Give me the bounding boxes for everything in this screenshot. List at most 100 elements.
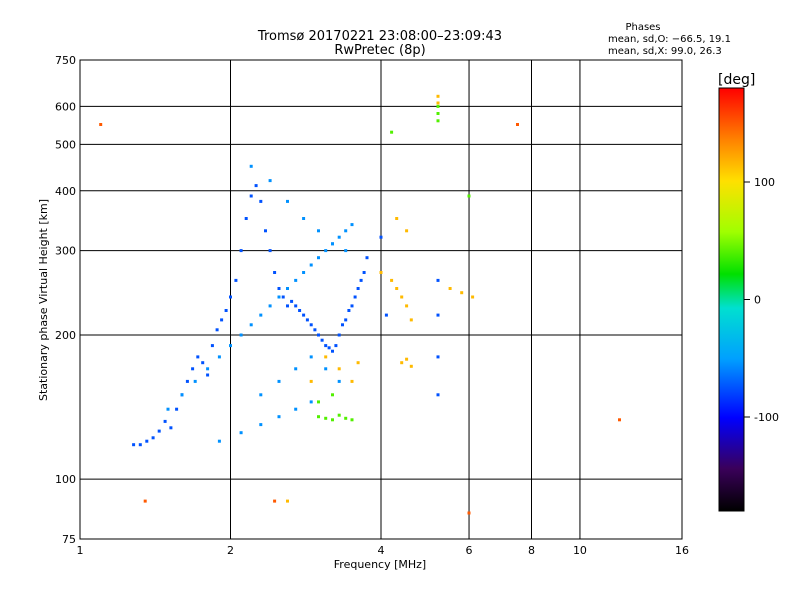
x-tick-label-6: 6 <box>466 544 473 557</box>
point-O-49 <box>353 295 357 299</box>
phases-o-stats: mean, sd,O: −66.5, 19.1 <box>608 34 731 45</box>
point-O-18 <box>229 295 232 299</box>
x-tick-label-1: 1 <box>77 544 84 557</box>
point-O-scatter-18 <box>337 235 341 239</box>
point-O-scatter-29 <box>277 379 281 383</box>
point-O-25 <box>264 229 267 233</box>
point-O-26 <box>268 249 272 253</box>
point-O-scatter-24 <box>302 217 306 220</box>
point-O-39 <box>320 338 324 342</box>
point-O-58 <box>436 355 440 359</box>
point-O-scatter-32 <box>324 367 328 371</box>
point-other-9 <box>390 130 394 134</box>
y-tick-label-75: 75 <box>62 533 76 546</box>
point-outliers-3 <box>143 499 147 503</box>
point-O-scatter-14 <box>309 263 313 267</box>
point-outliers-4 <box>273 499 277 503</box>
y-tick-label-400: 400 <box>55 185 76 198</box>
point-O-scatter-38 <box>294 407 298 411</box>
y-axis-label: Stationary phase Virtual Height [km] <box>37 199 50 401</box>
point-X-8 <box>395 287 399 290</box>
point-O-14 <box>210 344 214 348</box>
point-O-scatter-9 <box>268 304 272 308</box>
point-O-19 <box>234 278 238 282</box>
point-O-36 <box>309 323 313 327</box>
point-O-scatter-20 <box>350 223 354 227</box>
point-O-6 <box>169 426 173 430</box>
point-O-54 <box>379 235 383 239</box>
point-O-scatter-11 <box>286 287 289 290</box>
point-O-scatter-21 <box>249 164 253 168</box>
point-O-3 <box>151 436 155 440</box>
phases-x-stats: mean, sd,X: 99.0, 26.3 <box>608 46 722 57</box>
point-O-scatter-30 <box>294 367 298 371</box>
y-tick-label-200: 200 <box>55 329 76 342</box>
point-O-scatter-2 <box>193 379 197 383</box>
point-other-1 <box>324 416 328 420</box>
point-O-scatter-36 <box>259 423 263 427</box>
point-X-18 <box>436 101 440 105</box>
point-X-4 <box>350 379 354 383</box>
x-tick-label-2: 2 <box>227 544 234 557</box>
point-outliers-2 <box>618 418 621 422</box>
point-O-47 <box>347 309 351 312</box>
point-O-scatter-33 <box>337 379 341 383</box>
point-other-8 <box>436 119 440 123</box>
point-X-21 <box>409 364 413 368</box>
point-X-16 <box>471 295 475 299</box>
point-O-32 <box>294 304 298 308</box>
point-O-12 <box>201 361 205 365</box>
colorbar <box>718 87 745 512</box>
point-X-13 <box>405 229 409 233</box>
point-O-scatter-22 <box>268 179 272 183</box>
x-tick-label-10: 10 <box>573 544 587 557</box>
point-other-10 <box>467 194 471 198</box>
point-X-15 <box>460 291 464 295</box>
point-O-scatter-5 <box>229 344 232 348</box>
point-O-scatter-10 <box>277 295 281 299</box>
y-tick-label-600: 600 <box>55 100 76 113</box>
point-X-9 <box>400 295 404 299</box>
point-O-scatter-34 <box>217 439 221 443</box>
point-O-33 <box>298 309 302 312</box>
point-other-7 <box>436 112 440 115</box>
point-other-11 <box>317 400 320 404</box>
point-other-0 <box>317 415 320 419</box>
point-O-10 <box>191 367 195 371</box>
point-O-scatter-6 <box>239 333 243 337</box>
point-O-17 <box>224 309 228 312</box>
x-tick-label-4: 4 <box>378 544 385 557</box>
point-X-12 <box>395 217 399 220</box>
point-O-15 <box>215 328 219 332</box>
grid-lines <box>80 60 682 539</box>
point-O-22 <box>249 194 253 198</box>
point-X-14 <box>448 287 452 290</box>
point-O-51 <box>359 278 363 282</box>
point-O-scatter-7 <box>249 323 253 327</box>
point-O-scatter-1 <box>180 393 184 397</box>
point-other-12 <box>331 393 334 397</box>
point-X-5 <box>356 361 360 365</box>
point-O-56 <box>436 278 440 282</box>
point-O-5 <box>163 419 167 423</box>
y-tick-label-100: 100 <box>55 473 76 486</box>
point-O-scatter-12 <box>294 278 298 282</box>
point-O-34 <box>302 313 306 317</box>
phases-title: Phases <box>625 22 660 33</box>
point-O-41 <box>327 346 331 350</box>
point-O-scatter-8 <box>259 313 263 317</box>
point-O-40 <box>324 344 328 348</box>
point-O-27 <box>273 271 277 274</box>
point-O-scatter-19 <box>344 229 348 233</box>
point-other-6 <box>436 104 440 108</box>
point-X-20 <box>405 357 409 361</box>
point-O-20 <box>239 249 243 253</box>
point-X-19 <box>400 361 404 365</box>
colorbar-ticks: 100 0 -100 <box>744 176 779 424</box>
point-O-52 <box>362 271 366 274</box>
point-outliers-5 <box>467 511 471 515</box>
point-O-45 <box>341 323 344 327</box>
chart-subtitle: RwPretec (8p) <box>334 43 425 58</box>
point-O-scatter-39 <box>309 400 313 404</box>
